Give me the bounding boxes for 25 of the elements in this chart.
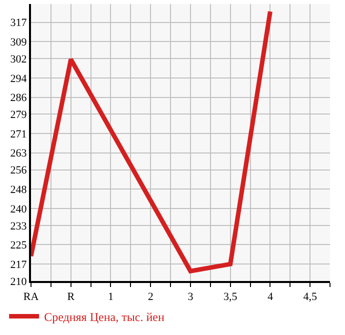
y-tick-label: 317 <box>10 17 28 30</box>
x-tick-label: 3,5 <box>223 291 238 304</box>
y-tick-label: 240 <box>10 203 28 216</box>
x-tick-label: 4 <box>267 291 274 304</box>
y-tick-label: 256 <box>10 164 28 177</box>
x-tick-label: 3 <box>188 291 194 304</box>
x-tick-label: 1 <box>108 291 114 304</box>
line-series <box>31 9 272 274</box>
y-tick-label: 210 <box>10 276 28 288</box>
y-tick-label: 294 <box>10 72 28 85</box>
y-tick-label: 302 <box>10 53 27 66</box>
legend-label: Средняя Цена, тыс. йен <box>44 310 165 324</box>
y-tick-label: 225 <box>10 240 28 252</box>
y-tick-label: 233 <box>10 220 28 232</box>
x-tick-label: RA <box>23 291 39 304</box>
x-tick-label: 4,5 <box>303 291 318 304</box>
y-tick-label: 309 <box>10 36 28 49</box>
x-tick-label: 2 <box>148 291 154 304</box>
y-tick-label: 248 <box>10 184 28 196</box>
y-tick-label: 263 <box>10 148 28 160</box>
y-tick-label: 286 <box>10 92 28 104</box>
y-tick-label: 279 <box>10 109 28 122</box>
y-tick-label: 217 <box>10 258 28 271</box>
x-tick-label: R <box>67 291 76 304</box>
y-tick-label: 271 <box>10 128 27 140</box>
